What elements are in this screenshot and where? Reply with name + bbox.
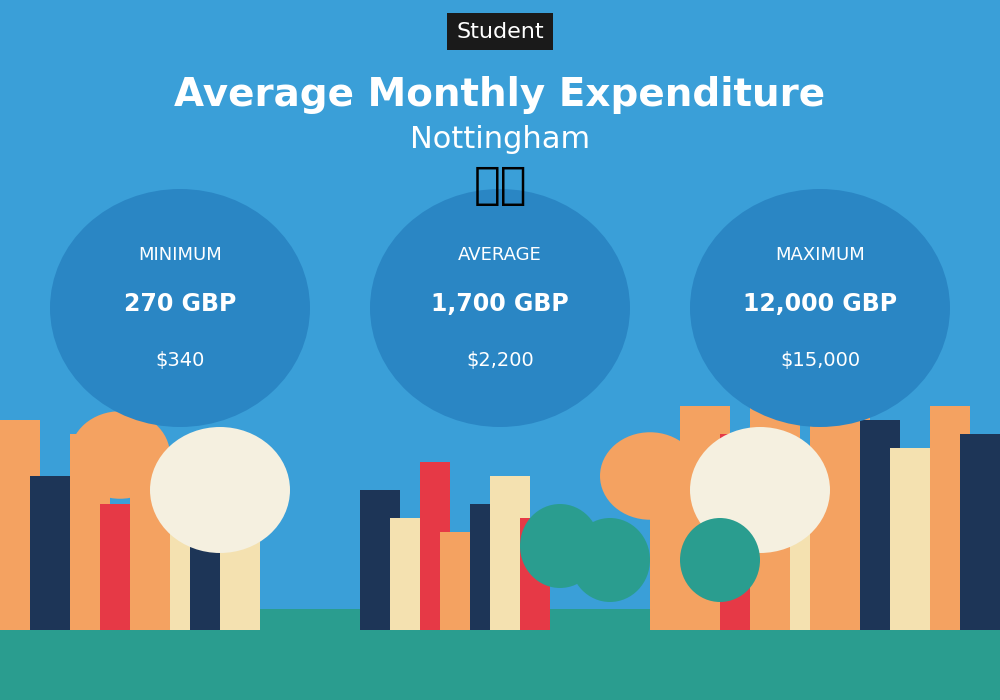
Text: Average Monthly Expenditure: Average Monthly Expenditure <box>174 76 826 113</box>
FancyBboxPatch shape <box>420 462 450 630</box>
Text: 🇬🇧: 🇬🇧 <box>473 164 527 207</box>
Ellipse shape <box>680 518 760 602</box>
FancyBboxPatch shape <box>390 518 430 630</box>
FancyBboxPatch shape <box>360 490 400 630</box>
Ellipse shape <box>690 427 830 553</box>
Text: $15,000: $15,000 <box>780 351 860 370</box>
FancyBboxPatch shape <box>0 420 40 630</box>
Ellipse shape <box>690 189 950 427</box>
FancyBboxPatch shape <box>130 476 180 630</box>
Text: MAXIMUM: MAXIMUM <box>775 246 865 265</box>
Ellipse shape <box>370 189 630 427</box>
FancyBboxPatch shape <box>810 364 870 630</box>
Ellipse shape <box>520 504 600 588</box>
FancyBboxPatch shape <box>680 406 730 630</box>
Text: $340: $340 <box>155 351 205 370</box>
Text: 1,700 GBP: 1,700 GBP <box>431 293 569 316</box>
FancyBboxPatch shape <box>490 476 530 630</box>
Text: 12,000 GBP: 12,000 GBP <box>743 293 897 316</box>
Text: Nottingham: Nottingham <box>410 125 590 155</box>
Ellipse shape <box>600 432 700 519</box>
FancyBboxPatch shape <box>890 448 940 630</box>
Ellipse shape <box>150 427 290 553</box>
FancyBboxPatch shape <box>0 609 1000 700</box>
FancyBboxPatch shape <box>650 476 690 630</box>
Ellipse shape <box>570 518 650 602</box>
Ellipse shape <box>50 189 310 427</box>
FancyBboxPatch shape <box>70 434 110 630</box>
FancyBboxPatch shape <box>930 406 970 630</box>
FancyBboxPatch shape <box>470 504 500 630</box>
Ellipse shape <box>70 412 170 498</box>
FancyBboxPatch shape <box>30 476 80 630</box>
Text: 270 GBP: 270 GBP <box>124 293 236 316</box>
FancyBboxPatch shape <box>960 434 1000 630</box>
FancyBboxPatch shape <box>750 385 800 630</box>
FancyBboxPatch shape <box>520 518 550 630</box>
Text: Student: Student <box>456 22 544 41</box>
FancyBboxPatch shape <box>440 532 480 630</box>
Text: $2,200: $2,200 <box>466 351 534 370</box>
FancyBboxPatch shape <box>860 420 900 630</box>
FancyBboxPatch shape <box>790 490 820 630</box>
FancyBboxPatch shape <box>720 434 760 630</box>
FancyBboxPatch shape <box>170 518 200 630</box>
FancyBboxPatch shape <box>220 504 260 630</box>
FancyBboxPatch shape <box>190 462 230 630</box>
FancyBboxPatch shape <box>100 504 130 630</box>
Text: MINIMUM: MINIMUM <box>138 246 222 265</box>
Text: AVERAGE: AVERAGE <box>458 246 542 265</box>
